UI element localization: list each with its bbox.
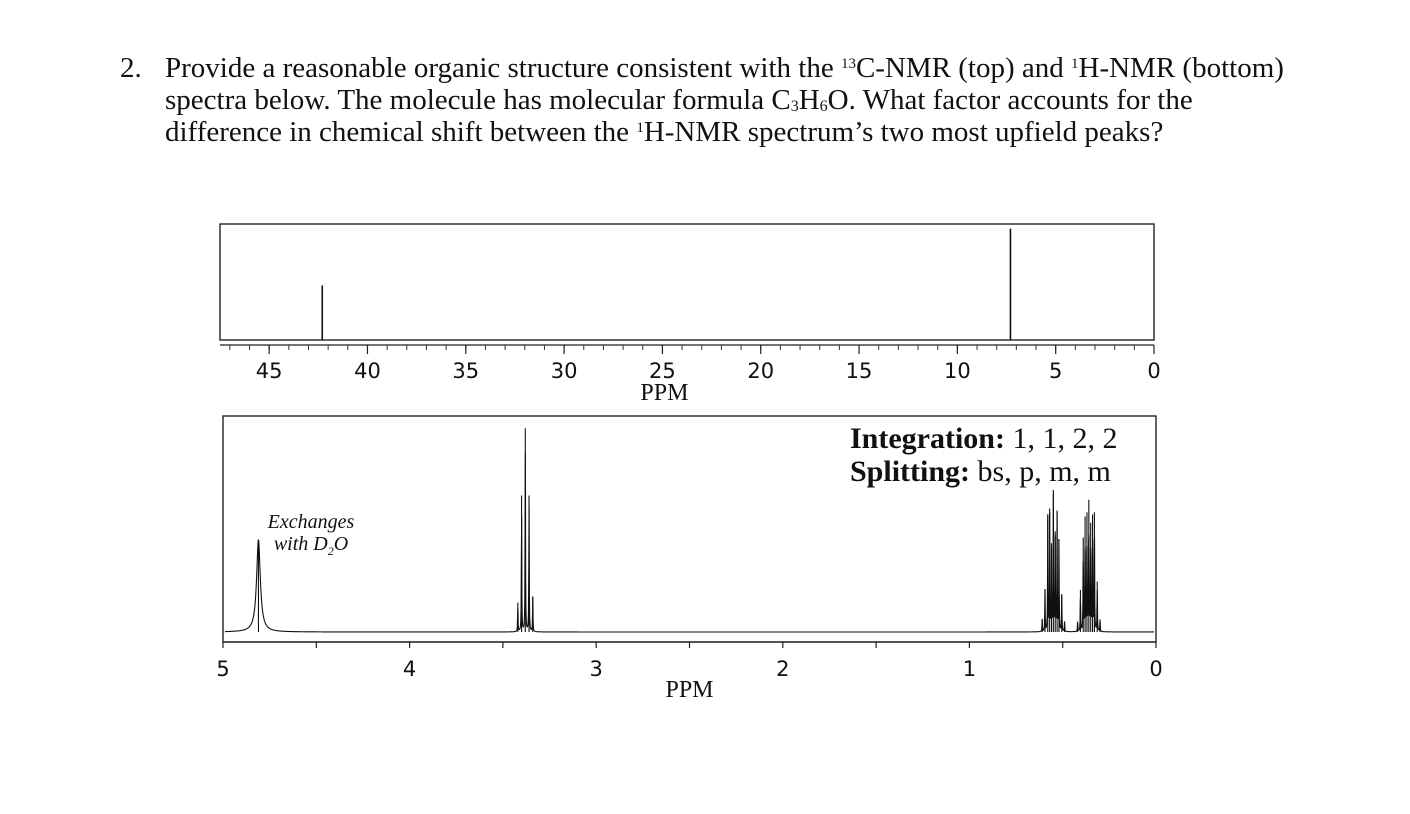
h1-tick-label: 3 <box>590 657 603 681</box>
splitting-line: Splitting: bs, p, m, m <box>850 455 1111 488</box>
c13-tick-label: 20 <box>747 359 774 383</box>
h1-tick-label: 5 <box>216 657 229 681</box>
c13-plot-frame <box>219 223 1155 341</box>
exchange-annotation: Exchanges with D2O <box>267 511 355 558</box>
integration-splitting-annotation: Integration: 1, 1, 2, 2 Splitting: bs, p… <box>850 422 1117 488</box>
h1-x-axis-label: PPM <box>665 677 713 703</box>
c13-tick-label: 35 <box>452 359 479 383</box>
c13-tick-label: 10 <box>944 359 971 383</box>
c13-tick-label: 0 <box>1147 359 1160 383</box>
h1-nmr-spectrum: 5 4 3 2 1 0 PPM <box>216 415 1163 703</box>
integration-line: Integration: 1, 1, 2, 2 <box>850 422 1118 455</box>
c13-nmr-spectrum: 45 40 35 30 25 20 15 10 5 0 PPM <box>219 223 1161 406</box>
h1-tick-label: 4 <box>403 657 416 681</box>
c13-x-axis-label: PPM <box>640 380 688 406</box>
h1-tick-label: 0 <box>1149 657 1162 681</box>
h1-tick-label: 2 <box>776 657 789 681</box>
question-number: 2. <box>120 52 142 84</box>
c13-tick-label: 30 <box>551 359 578 383</box>
question-text: Provide a reasonable organic structure c… <box>165 52 1284 148</box>
c13-tick-label: 45 <box>256 359 283 383</box>
c13-tick-label: 5 <box>1049 359 1062 383</box>
h1-tick-label: 1 <box>963 657 976 681</box>
c13-tick-label: 40 <box>354 359 381 383</box>
h1-spectrum-trace <box>224 452 1154 633</box>
c13-tick-label: 25 <box>649 359 676 383</box>
c13-tick-label: 15 <box>846 359 873 383</box>
